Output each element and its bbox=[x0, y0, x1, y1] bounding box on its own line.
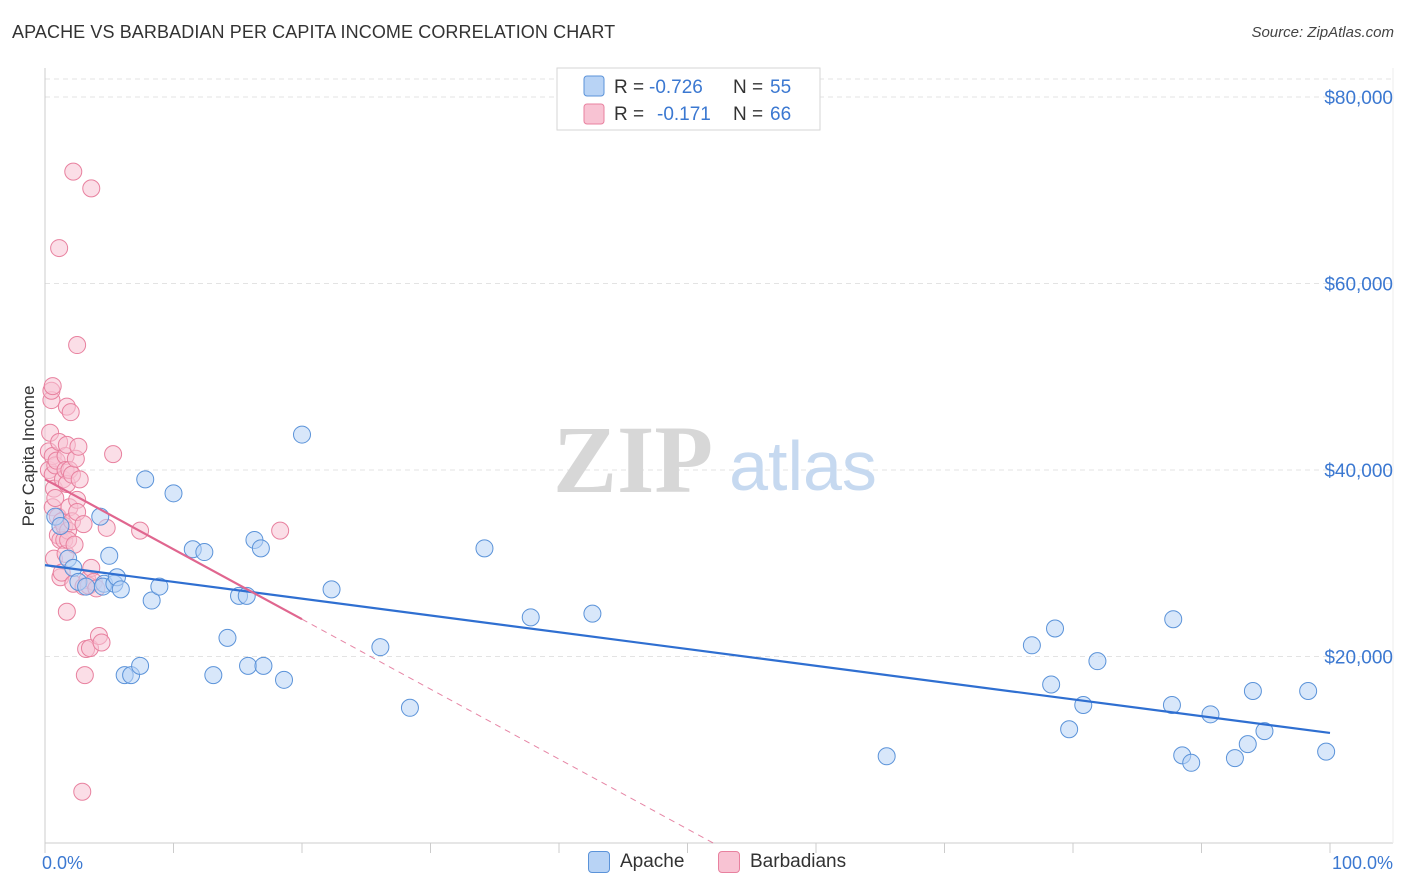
legend-swatch-barbadians bbox=[583, 103, 605, 125]
apache-point bbox=[204, 666, 223, 685]
trendlines bbox=[44, 478, 1331, 844]
apache-point bbox=[1255, 722, 1274, 741]
x-tick-label: 100.0% bbox=[1332, 853, 1393, 873]
legend-n-value-1: 55 bbox=[770, 77, 791, 98]
y-tick-label: $40,000 bbox=[1324, 461, 1393, 482]
watermark: ZIP atlas bbox=[553, 406, 877, 513]
bottom-legend-barbadians-label: Barbadians bbox=[750, 851, 847, 872]
apache-point bbox=[51, 516, 70, 535]
apache-point bbox=[275, 670, 294, 689]
apache-point bbox=[1162, 695, 1181, 714]
barbadian-point bbox=[57, 602, 76, 621]
apache-point bbox=[1164, 610, 1183, 629]
source-label: Source: ZipAtlas.com bbox=[1251, 24, 1394, 41]
y-axis-label: Per Capita Income bbox=[19, 386, 38, 527]
apache-swatch bbox=[588, 851, 610, 873]
apache-point bbox=[254, 656, 273, 675]
barbadian-point bbox=[69, 437, 88, 456]
apache-point bbox=[131, 656, 150, 675]
apache-point bbox=[1088, 652, 1107, 671]
barbadian-point bbox=[46, 488, 65, 507]
bottom-legend-apache[interactable]: Apache bbox=[588, 851, 684, 873]
apache-point bbox=[239, 656, 258, 675]
barbadian-point bbox=[74, 515, 93, 534]
bottom-legend-barbadians[interactable]: Barbadians bbox=[718, 851, 846, 873]
apache-point bbox=[293, 425, 311, 444]
barbadian-point bbox=[64, 162, 83, 181]
axes bbox=[44, 68, 1394, 853]
barbadian-point bbox=[61, 403, 80, 422]
grid-lines bbox=[45, 78, 1393, 657]
legend-box: R = -0.726 N = 55 R = -0.171 N = 66 bbox=[556, 67, 821, 131]
barbadian-trendline bbox=[44, 478, 303, 621]
svg-text:R =: R = bbox=[614, 77, 644, 98]
apache-point bbox=[164, 484, 183, 503]
watermark-atlas: atlas bbox=[729, 427, 877, 505]
series-barbadians bbox=[39, 162, 290, 801]
apache-point bbox=[400, 698, 419, 717]
apache-point bbox=[91, 507, 110, 526]
apache-point bbox=[1243, 682, 1262, 701]
barbadian-point bbox=[104, 445, 123, 464]
apache-point bbox=[1042, 675, 1061, 694]
apache-point bbox=[1225, 749, 1244, 768]
apache-point bbox=[77, 577, 96, 596]
bottom-legend-apache-label: Apache bbox=[620, 851, 685, 872]
apache-point bbox=[475, 539, 494, 558]
legend-r-label-2: R = bbox=[614, 104, 644, 125]
y-tick-labels: $20,000 $40,000 $60,000 $80,000 bbox=[1324, 88, 1393, 669]
barbadian-trendline-extension bbox=[301, 618, 714, 844]
apache-point bbox=[142, 591, 161, 610]
apache-point bbox=[1317, 742, 1336, 761]
apache-point bbox=[136, 470, 155, 489]
barbadian-point bbox=[50, 239, 69, 258]
x-tick-labels: 0.0% 100.0% bbox=[42, 853, 1393, 873]
bottom-legend: Apache Barbadians bbox=[0, 851, 1406, 879]
apache-point bbox=[371, 638, 390, 657]
y-tick-label: $80,000 bbox=[1324, 88, 1393, 109]
y-tick-label: $60,000 bbox=[1324, 275, 1393, 296]
apache-point bbox=[1182, 753, 1201, 772]
barbadian-point bbox=[70, 470, 89, 489]
legend-r-value-2: -0.171 bbox=[657, 104, 711, 125]
x-tick-label: 0.0% bbox=[42, 853, 83, 873]
apache-point bbox=[1060, 720, 1079, 739]
apache-point bbox=[195, 543, 214, 562]
legend-n-label-1: N = bbox=[733, 77, 763, 98]
apache-point bbox=[1238, 735, 1257, 754]
apache-point bbox=[322, 580, 341, 599]
apache-point bbox=[1201, 705, 1220, 724]
barbadian-point bbox=[68, 336, 87, 355]
legend-swatch-apache bbox=[583, 75, 605, 97]
apache-trendline bbox=[44, 564, 1331, 735]
apache-point bbox=[877, 747, 896, 766]
apache-point bbox=[251, 539, 270, 558]
barbadian-point bbox=[43, 377, 62, 396]
barbadian-point bbox=[92, 633, 111, 652]
apache-point bbox=[1299, 682, 1318, 701]
barbadians-swatch bbox=[718, 851, 740, 873]
legend-n-label-2: N = bbox=[733, 104, 763, 125]
barbadian-point bbox=[73, 782, 92, 801]
legend-r-value-1: -0.726 bbox=[649, 77, 703, 98]
apache-point bbox=[583, 604, 602, 623]
barbadian-point bbox=[82, 179, 101, 198]
chart-title: APACHE VS BARBADIAN PER CAPITA INCOME CO… bbox=[12, 22, 616, 42]
apache-point bbox=[111, 580, 130, 599]
legend-r-label-1: R = bbox=[614, 77, 644, 98]
apache-point bbox=[521, 608, 540, 627]
y-tick-label: $20,000 bbox=[1324, 648, 1393, 669]
barbadian-point bbox=[271, 521, 290, 540]
apache-point bbox=[100, 546, 119, 565]
watermark-zip: ZIP bbox=[553, 406, 713, 513]
apache-point bbox=[1022, 636, 1041, 655]
apache-point bbox=[1046, 619, 1065, 638]
barbadian-point bbox=[75, 666, 94, 685]
apache-point bbox=[150, 577, 169, 596]
legend-n-value-2: 66 bbox=[770, 104, 791, 125]
apache-point bbox=[218, 628, 237, 647]
